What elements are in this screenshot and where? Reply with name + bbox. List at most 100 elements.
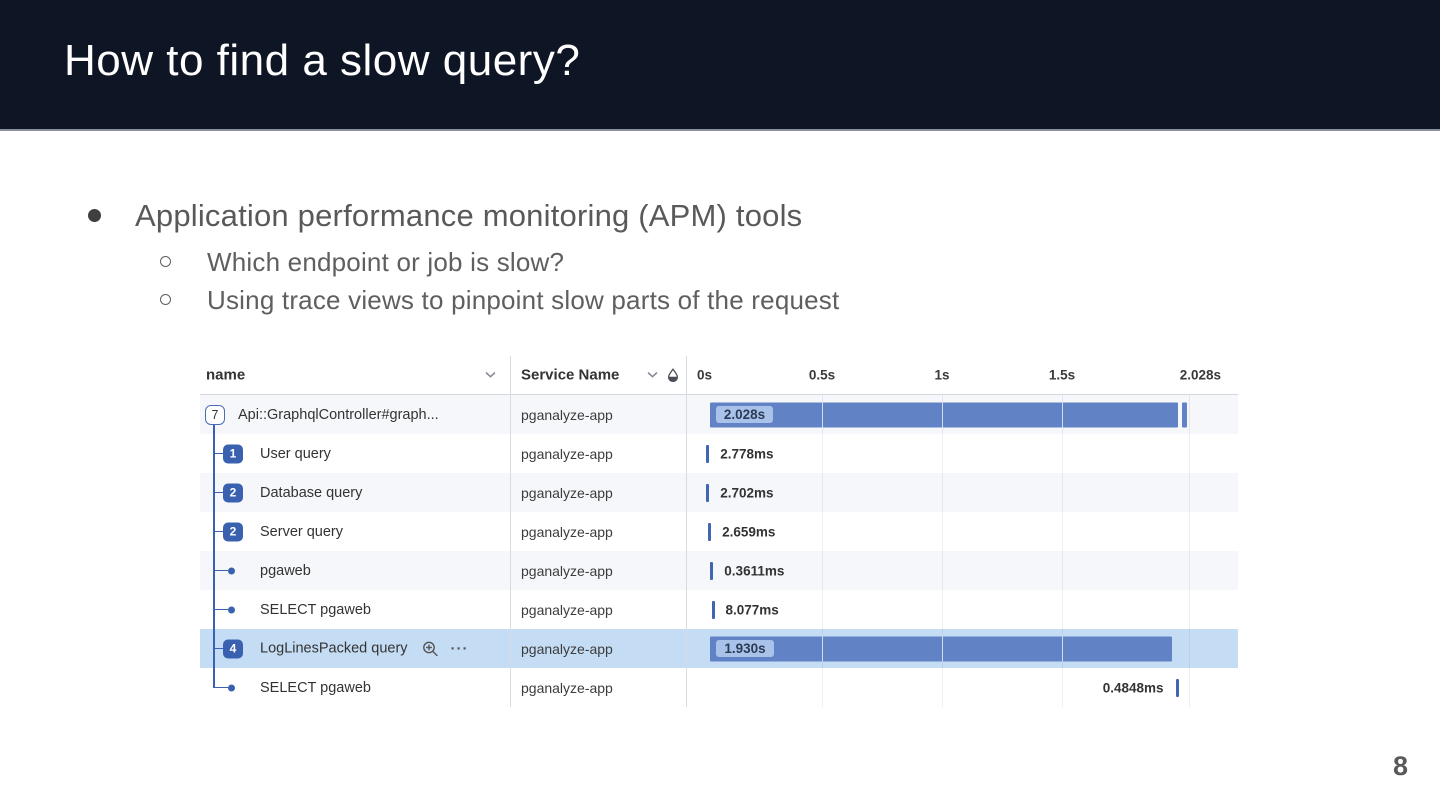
service-cell: pganalyze-app <box>510 668 686 707</box>
header-cell-service[interactable]: Service Name <box>510 356 686 394</box>
tree-connector-stub <box>214 686 228 688</box>
service-name-text: pganalyze-app <box>521 484 613 501</box>
timeline-tick-label: 1s <box>934 367 950 383</box>
bullet-level1: Application performance monitoring (APM)… <box>88 198 802 234</box>
span-count-badge[interactable]: 7 <box>205 404 225 425</box>
table-row[interactable]: SELECT pgaweb pganalyze-app 0.4848ms <box>200 668 1238 707</box>
tree-connector-line <box>213 434 215 473</box>
trace-span-tick[interactable] <box>710 561 714 580</box>
duration-label: 2.702ms <box>720 485 774 500</box>
name-cell: SELECT pgaweb <box>200 590 510 629</box>
trace-span-bar[interactable]: 2.028s <box>709 402 1179 427</box>
span-count-badge[interactable]: 2 <box>223 483 243 502</box>
timeline-cell: 1.930s <box>686 629 1238 668</box>
column-divider <box>510 356 511 707</box>
droplet-filter-icon[interactable] <box>667 368 679 382</box>
trace-span-bar[interactable]: 1.930s <box>710 636 1172 661</box>
timeline-tick-label: 0.5s <box>808 367 836 383</box>
service-column-label: Service Name <box>521 366 620 384</box>
tree-connector-line <box>213 551 215 590</box>
timeline-tick-label: 0s <box>697 367 713 383</box>
name-cell: 2 Server query <box>200 512 510 551</box>
service-name-text: pganalyze-app <box>521 406 613 423</box>
span-name: SELECT pgaweb <box>260 680 371 696</box>
timeline-gridline <box>822 473 823 512</box>
duration-label: 8.077ms <box>725 602 779 617</box>
span-name: User query <box>260 446 331 462</box>
trace-table: name Service Name 0s 0.5s 1s 1.5s 2.028s 7 Ap… <box>200 356 1238 707</box>
timeline-gridline <box>1188 395 1190 434</box>
service-name-text: pganalyze-app <box>521 562 613 579</box>
ellipsis-icon[interactable]: ··· <box>450 640 469 657</box>
bar-gridline <box>941 636 944 661</box>
service-cell: pganalyze-app <box>510 590 686 629</box>
span-name-text: Server query <box>260 523 344 540</box>
timeline-gridline <box>942 434 943 473</box>
span-name-text: Api::GraphqlController#graph... <box>238 406 439 423</box>
timeline-cell: 0.4848ms <box>686 668 1238 707</box>
name-cell: 7 Api::GraphqlController#graph... <box>200 395 510 434</box>
slide-header-band <box>0 0 1440 131</box>
timeline-gridline <box>1062 473 1063 512</box>
span-name-text: SELECT pgaweb <box>260 601 371 618</box>
tree-connector-stub <box>214 647 223 649</box>
table-row[interactable]: 4 LogLinesPacked query ··· pganalyze-app 1.9… <box>200 629 1238 668</box>
bullet-dot-icon <box>88 209 101 222</box>
span-count-badge[interactable]: 4 <box>223 639 243 658</box>
table-row[interactable]: SELECT pgaweb pganalyze-app 8.077ms <box>200 590 1238 629</box>
timeline-cell: 2.778ms <box>686 434 1238 473</box>
service-cell: pganalyze-app <box>510 434 686 473</box>
timeline-cell: 8.077ms <box>686 590 1238 629</box>
duration-chip: 2.028s <box>715 406 774 423</box>
span-name: LogLinesPacked query ··· <box>260 640 469 657</box>
bullet-circle-icon <box>160 256 171 267</box>
tree-connector-line <box>213 473 215 512</box>
timeline-gridline <box>1188 434 1190 473</box>
trace-span-tick[interactable] <box>711 600 715 619</box>
slide-title: How to find a slow query? <box>64 36 581 85</box>
trace-span-tick[interactable] <box>1175 678 1179 697</box>
timeline-cell: 2.028s <box>686 395 1238 434</box>
trace-span-bar[interactable] <box>1181 402 1187 427</box>
timeline-gridline <box>1062 668 1063 707</box>
timeline-gridline <box>1188 551 1190 590</box>
service-name-text: pganalyze-app <box>521 445 613 462</box>
page-number: 8 <box>1392 751 1408 781</box>
timeline-gridline <box>942 551 943 590</box>
header-cell-name[interactable]: name <box>200 356 510 394</box>
table-row[interactable]: 2 Server query pganalyze-app 2.659ms <box>200 512 1238 551</box>
span-dot-icon <box>228 606 235 613</box>
duration-label: 0.4848ms <box>1102 680 1164 695</box>
timeline-cell: 2.659ms <box>686 512 1238 551</box>
table-row[interactable]: 2 Database query pganalyze-app 2.702ms <box>200 473 1238 512</box>
chevron-down-icon[interactable] <box>484 371 497 380</box>
table-row[interactable]: 7 Api::GraphqlController#graph... pganalyz… <box>200 395 1238 434</box>
span-name: Server query <box>260 524 343 540</box>
service-cell: pganalyze-app <box>510 512 686 551</box>
service-name-text: pganalyze-app <box>521 679 613 696</box>
duration-label: 2.778ms <box>720 446 774 461</box>
tree-connector-stub <box>214 491 223 493</box>
trace-span-tick[interactable] <box>706 444 710 463</box>
trace-span-tick[interactable] <box>706 483 710 502</box>
timeline-gridline <box>1062 551 1063 590</box>
span-count-badge[interactable]: 1 <box>223 444 243 463</box>
timeline-gridline <box>822 668 823 707</box>
chevron-down-icon[interactable] <box>646 371 659 380</box>
name-cell: pgaweb <box>200 551 510 590</box>
trace-span-tick[interactable] <box>708 522 712 541</box>
span-name-text: User query <box>260 445 331 462</box>
span-name: Database query <box>260 485 362 501</box>
bar-gridline <box>941 402 944 427</box>
table-row[interactable]: 1 User query pganalyze-app 2.778ms <box>200 434 1238 473</box>
span-dot-icon <box>228 684 235 691</box>
bar-gridline <box>1061 636 1064 661</box>
timeline-gridline <box>942 590 943 629</box>
table-row[interactable]: pgaweb pganalyze-app 0.3611ms <box>200 551 1238 590</box>
timeline-gridline <box>1062 434 1063 473</box>
timeline-gridline <box>1188 668 1190 707</box>
zoom-in-icon[interactable] <box>422 640 439 657</box>
bar-gridline <box>821 636 824 661</box>
span-count-badge[interactable]: 2 <box>223 522 243 541</box>
timeline-gridline <box>1188 590 1190 629</box>
